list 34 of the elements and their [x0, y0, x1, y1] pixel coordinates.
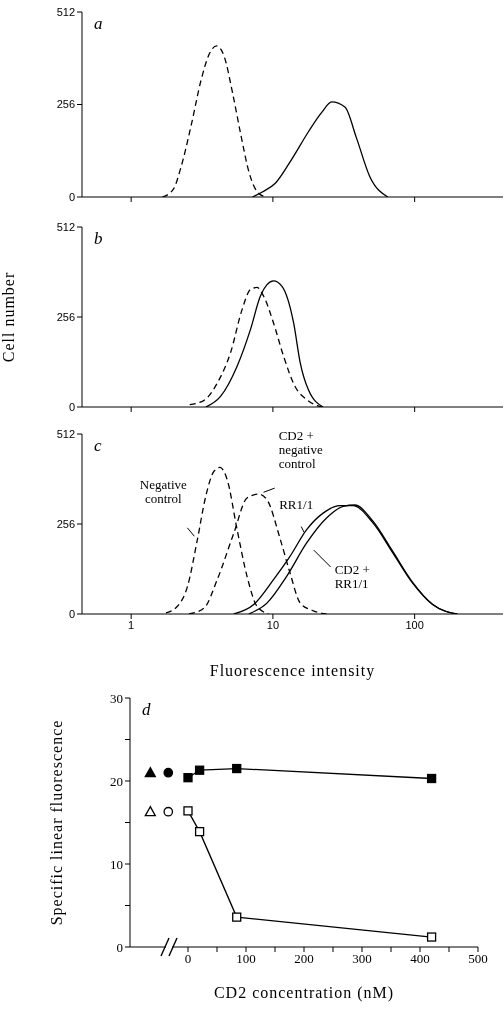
y-tick-label: 256 — [56, 310, 75, 323]
annotation: CD2 + RR1/1 — [334, 561, 370, 591]
x-tick-label: 400 — [410, 951, 430, 967]
x-axis-title: Fluorescence intensity — [209, 662, 376, 680]
y-tick-label: 512 — [56, 5, 75, 18]
x-tick-label: 10 — [266, 618, 280, 631]
chart-title: c — [94, 436, 102, 455]
y-tick-label: 512 — [56, 220, 75, 233]
annotation: RR1/1 — [279, 496, 314, 512]
chart-title: b — [94, 229, 103, 248]
annotation: CD2 + negative control — [278, 428, 323, 472]
x-tick-label: 0 — [184, 951, 192, 967]
x-tick-label: 300 — [352, 951, 372, 967]
y-axis-title: Cell number — [0, 271, 17, 363]
y-tick-label: 0 — [116, 939, 123, 955]
y-tick-label: 256 — [56, 98, 75, 111]
y-tick-label: 30 — [110, 690, 123, 706]
chart-title: d — [142, 700, 151, 719]
x-tick-label: 1 — [128, 618, 135, 631]
x-axis-title: CD2 concentration (nM) — [213, 984, 395, 1002]
x-tick-label: 100 — [405, 618, 424, 631]
y-tick-label: 10 — [110, 856, 123, 872]
y-tick-label: 20 — [110, 773, 123, 789]
y-tick-label: 0 — [68, 400, 75, 413]
x-tick-label: 100 — [236, 951, 256, 967]
y-tick-label: 512 — [56, 427, 75, 440]
annotation: Negative control — [139, 476, 188, 506]
x-tick-label: 500 — [468, 951, 488, 967]
chart-title: a — [94, 14, 103, 33]
y-tick-label: 0 — [68, 607, 75, 620]
y-tick-label: 256 — [56, 517, 75, 530]
y-axis-title: Specific linear fluorescence — [47, 719, 66, 926]
x-tick-label: 200 — [294, 951, 314, 967]
y-tick-label: 0 — [68, 190, 75, 203]
